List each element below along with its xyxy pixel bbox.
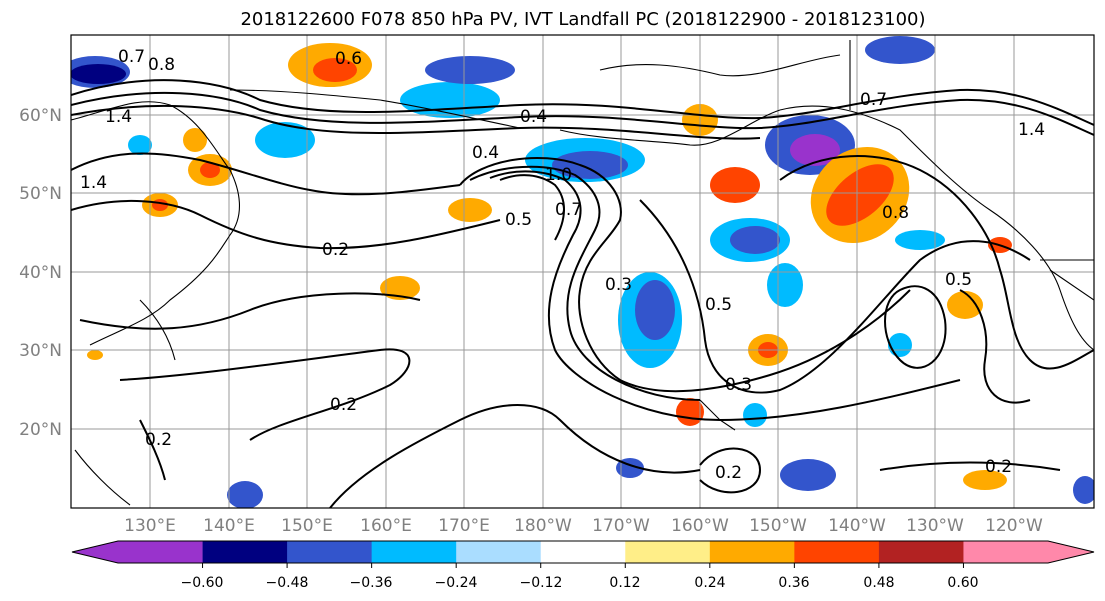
contour-label: 0.8 (148, 55, 175, 75)
contour-label: 0.5 (705, 295, 732, 315)
colorbar-tick: −0.36 (350, 575, 393, 591)
colorbar-tick: 0.24 (694, 575, 725, 591)
colorbar-ticks: −0.60 −0.48 −0.36 −0.24 −0.12 0.12 0.24 … (181, 575, 979, 591)
colorbar-swatch (287, 541, 373, 563)
colorbar-outline (71, 540, 1095, 564)
colorbar-swatch (456, 541, 542, 563)
colorbar-swatch (540, 541, 626, 563)
pv-shading (71, 36, 1094, 508)
contour-label: 0.6 (335, 49, 362, 69)
lon-label: 130°E (124, 516, 176, 536)
colorbar-swatch (625, 541, 711, 563)
colorbar-swatch (371, 541, 457, 563)
colorbar: −0.60 −0.48 −0.36 −0.24 −0.12 0.12 0.24 … (71, 540, 1095, 591)
contour-label: 0.8 (882, 203, 909, 223)
lon-label: 160°W (671, 516, 729, 536)
contour-label: 1.4 (80, 173, 107, 193)
contour-label: 0.3 (725, 375, 752, 395)
lon-label: 150°E (281, 516, 333, 536)
lon-label: 180°W (514, 516, 572, 536)
lon-label: 170°W (592, 516, 650, 536)
contour-label: 0.2 (330, 395, 357, 415)
colorbar-tick: −0.48 (266, 575, 309, 591)
contour-labels: 0.7 0.8 0.6 1.4 1.4 0.4 0.4 1.0 0.5 0.7 … (80, 47, 1045, 483)
contour-label: 0.7 (118, 47, 145, 67)
contour-label: 0.4 (472, 143, 499, 163)
colorbar-tick: −0.24 (435, 575, 478, 591)
lat-label: 50°N (19, 184, 62, 204)
lat-label: 20°N (19, 420, 62, 440)
contour-label: 0.4 (520, 107, 547, 127)
lon-label: 170°E (438, 516, 490, 536)
colorbar-tick: 0.48 (863, 575, 894, 591)
contour-label: 0.2 (145, 430, 172, 450)
colorbar-swatch (202, 541, 288, 563)
ivt-contours (71, 79, 1094, 508)
colorbar-tick: −0.60 (181, 575, 224, 591)
lat-labels: 60°N 50°N 40°N 30°N 20°N (19, 106, 62, 440)
colorbar-tick: 0.36 (778, 575, 809, 591)
lon-label: 140°E (203, 516, 255, 536)
contour-label: 0.7 (860, 90, 887, 110)
contour-label: 1.0 (545, 165, 572, 185)
colorbar-swatch (709, 541, 795, 563)
map-title: 2018122600 F078 850 hPa PV, IVT Landfall… (240, 9, 925, 30)
colorbar-tick: 0.12 (609, 575, 640, 591)
colorbar-swatch (794, 541, 880, 563)
contour-label: 1.4 (1018, 120, 1045, 140)
colorbar-swatches (71, 540, 1095, 568)
lat-label: 30°N (19, 341, 62, 361)
colorbar-swatch (878, 541, 964, 563)
colorbar-swatch (72, 541, 203, 563)
colorbar-swatch (963, 541, 1094, 563)
contour-label: 0.3 (605, 275, 632, 295)
contour-label: 0.2 (985, 457, 1012, 477)
colorbar-tick: −0.12 (520, 575, 563, 591)
contour-label: 1.4 (105, 107, 132, 127)
lon-label: 130°W (906, 516, 964, 536)
colorbar-tick: 0.60 (947, 575, 978, 591)
lon-label: 150°W (749, 516, 807, 536)
map-panel: 0.7 0.8 0.6 1.4 1.4 0.4 0.4 1.0 0.5 0.7 … (70, 34, 1095, 509)
contour-label: 0.7 (555, 200, 582, 220)
lon-label: 120°W (985, 516, 1043, 536)
gridlines (71, 35, 1094, 508)
contour-label: 0.2 (322, 240, 349, 260)
contour-label: 0.2 (715, 463, 742, 483)
contour-label: 0.5 (505, 210, 532, 230)
contour-label: 0.5 (945, 270, 972, 290)
lat-label: 40°N (19, 263, 62, 283)
lon-labels: 130°E 140°E 150°E 160°E 170°E 180°W 170°… (124, 516, 1043, 536)
lon-label: 140°W (828, 516, 886, 536)
map-frame (70, 34, 1095, 509)
lat-label: 60°N (19, 106, 62, 126)
lon-label: 160°E (360, 516, 412, 536)
